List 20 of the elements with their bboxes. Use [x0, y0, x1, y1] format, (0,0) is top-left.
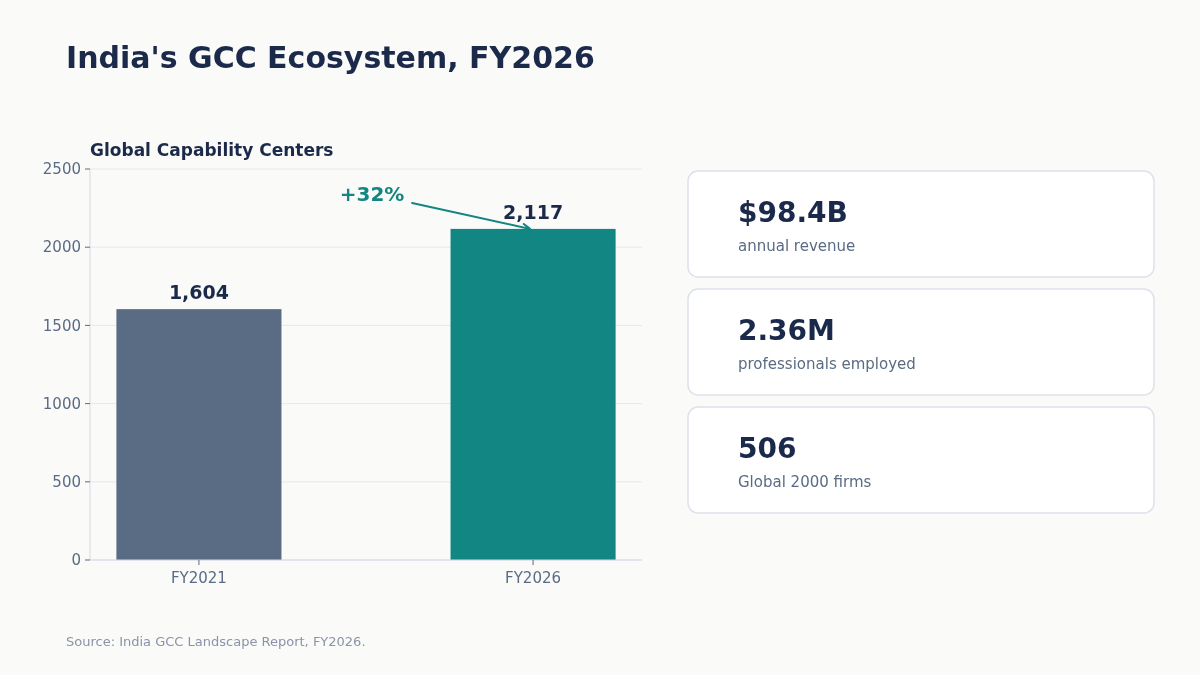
data-label: 2,117 — [503, 200, 564, 223]
data-label: 1,604 — [168, 281, 229, 304]
text: professionals employed — [738, 355, 916, 373]
text: 506 — [738, 432, 797, 465]
y-tick-label: 1500 — [42, 316, 81, 335]
chart-title: India's GCC Ecosystem, FY2026 — [66, 40, 595, 75]
y-tick-label: 500 — [52, 473, 81, 492]
annotation: +32% — [339, 181, 405, 206]
text: 2.36M — [738, 314, 835, 347]
x-tick-label: FY2026 — [505, 569, 562, 587]
chart-subtitle: Global Capability Centers — [90, 140, 334, 160]
text: annual revenue — [738, 237, 856, 255]
y-tick-label: 0 — [71, 551, 81, 570]
x-tick-label: FY2021 — [170, 569, 227, 587]
y-tick-label: 1000 — [42, 394, 81, 413]
y-tick-label: 2000 — [42, 238, 81, 257]
y-tick-label: 2500 — [42, 160, 81, 179]
text: $98.4B — [738, 196, 848, 229]
text: Global 2000 firms — [738, 473, 872, 491]
source-note: Source: India GCC Landscape Report, FY2026. — [66, 634, 366, 649]
